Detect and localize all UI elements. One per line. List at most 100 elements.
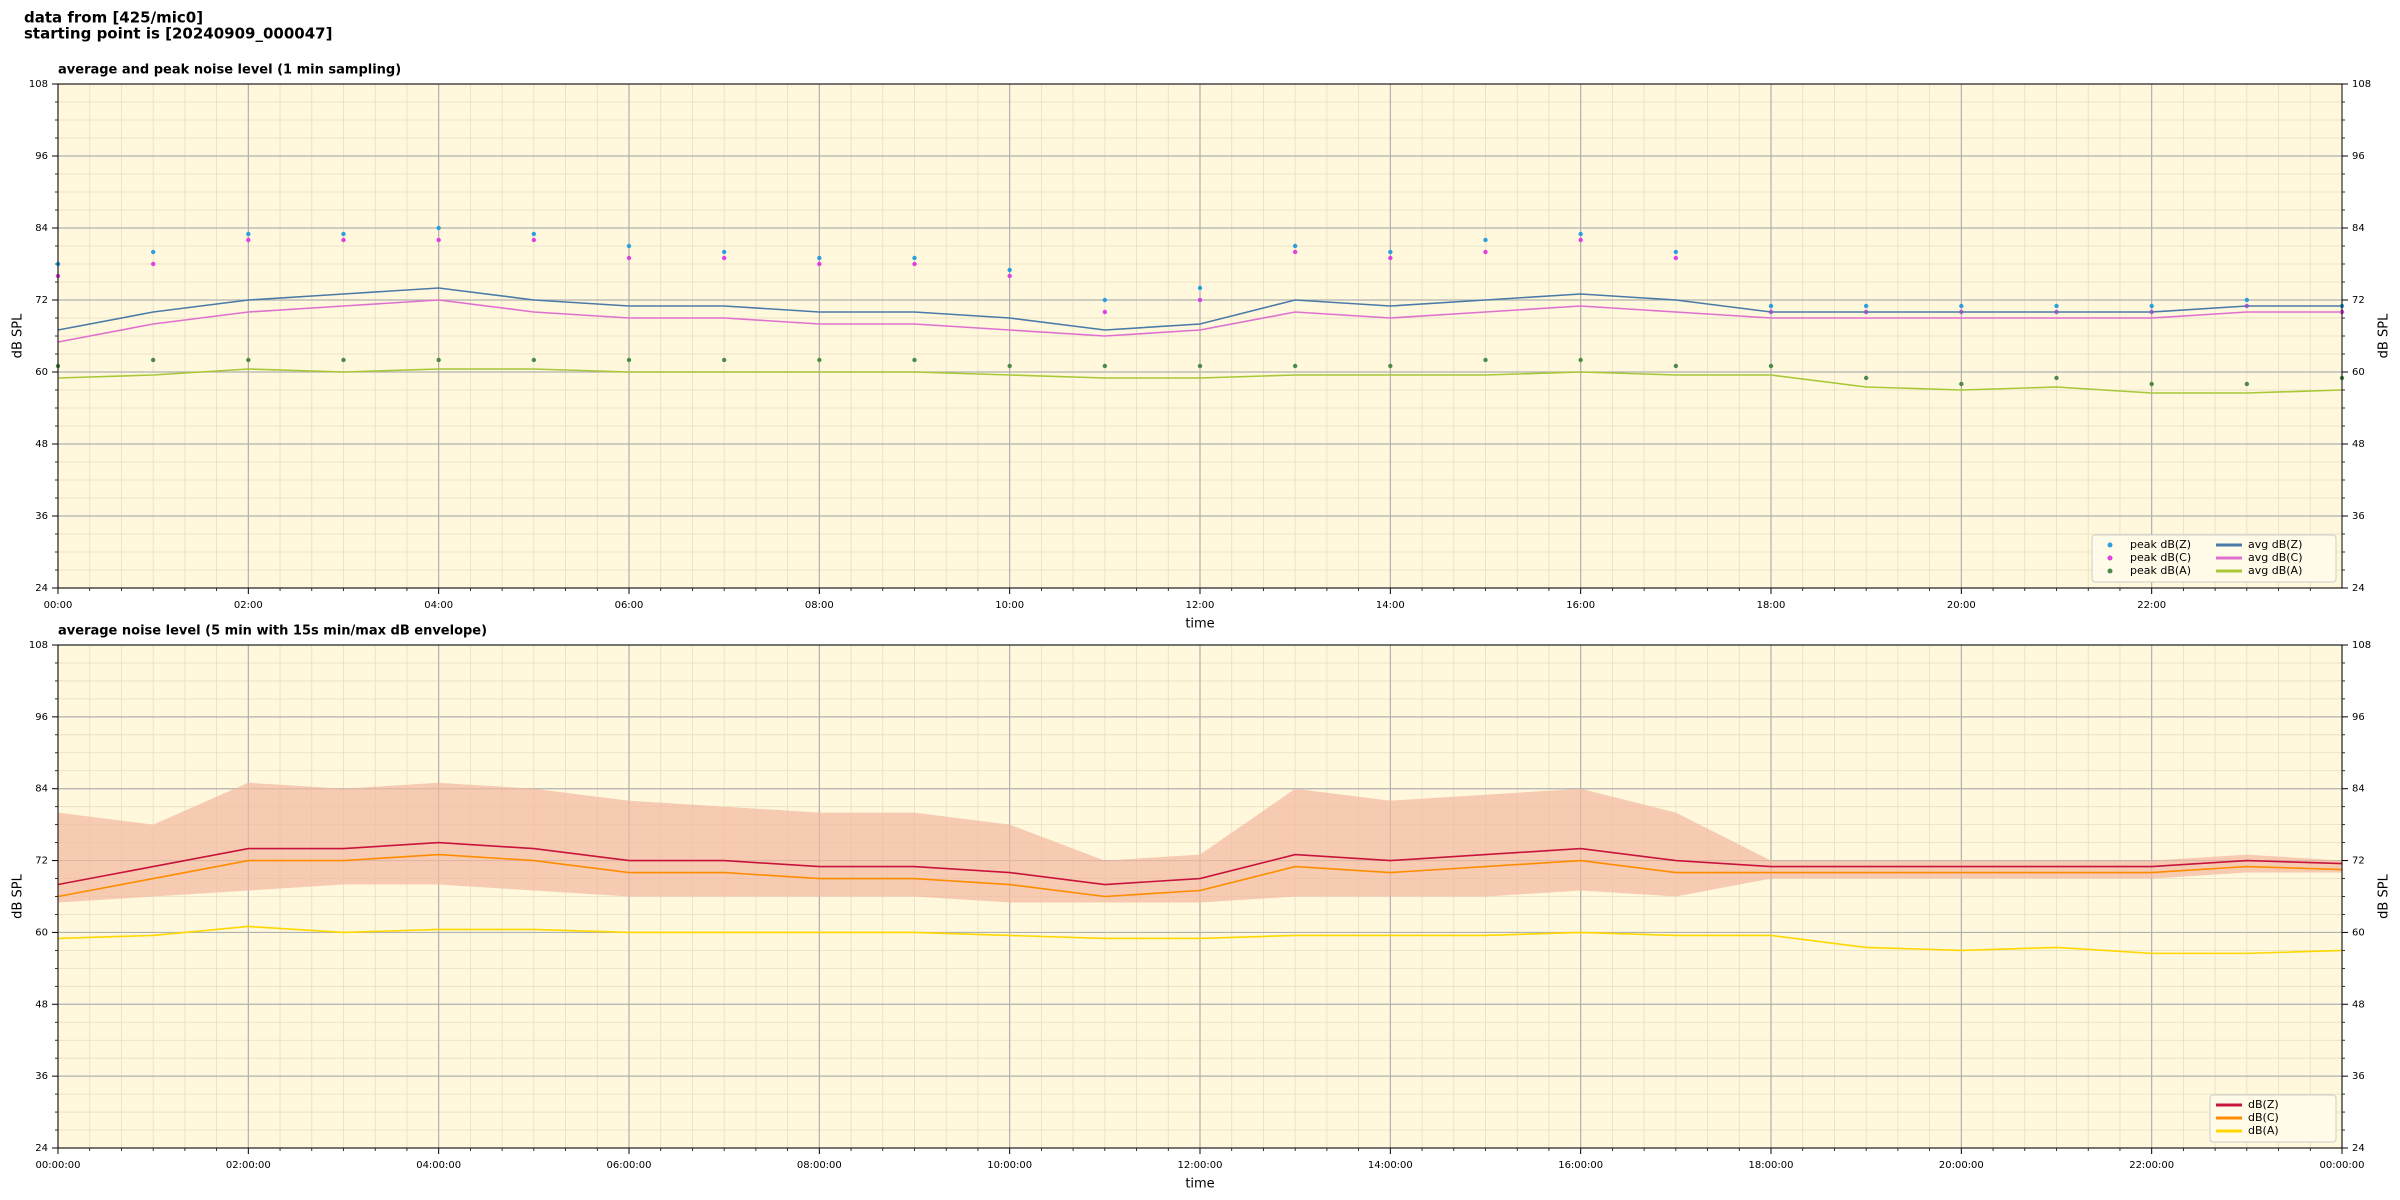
- y-tick-label: 60: [35, 927, 48, 938]
- y-tick-label: 36: [35, 1071, 48, 1082]
- peak-point: [1483, 237, 1488, 243]
- y-axis-label: dB SPL: [2377, 313, 2392, 358]
- peak-point: [1483, 357, 1488, 363]
- y-tick-label: 96: [35, 712, 48, 723]
- peak-point: [1292, 363, 1298, 369]
- header-line: starting point is [20240909_000047]: [24, 25, 332, 43]
- legend-box: [2091, 534, 2337, 583]
- peak-point: [1578, 237, 1583, 243]
- y-tick-label: 72: [35, 856, 48, 867]
- peak-point: [1768, 303, 1774, 309]
- x-tick-label: 22:00: [2137, 600, 2166, 611]
- peak-point: [246, 231, 251, 237]
- y-tick-label: 60: [35, 367, 48, 378]
- x-tick-label: 08:00:00: [797, 1160, 842, 1171]
- y-tick-label: 96: [35, 151, 48, 162]
- peak-point: [531, 231, 537, 237]
- y-tick-label: 48: [35, 439, 48, 450]
- y-tick-label: 108: [29, 79, 48, 90]
- chart-title: average and peak noise level (1 min samp…: [58, 63, 401, 78]
- y-tick-label: 48: [2352, 439, 2365, 450]
- y-tick-label: 60: [2352, 367, 2365, 378]
- peak-point: [1197, 297, 1203, 303]
- peak-point: [1102, 309, 1108, 315]
- y-tick-label: 24: [35, 583, 48, 594]
- peak-point: [912, 261, 917, 267]
- legend-label: avg dB(Z): [2248, 538, 2302, 551]
- peak-point: [1007, 273, 1012, 279]
- legend-marker: [2107, 555, 2113, 561]
- x-tick-label: 02:00:00: [226, 1160, 271, 1171]
- peak-point: [817, 261, 822, 267]
- y-tick-label: 84: [2352, 784, 2365, 795]
- legend-label: dB(C): [2248, 1111, 2279, 1124]
- peak-point: [1959, 303, 1964, 309]
- x-axis-label: time: [1185, 1177, 1214, 1192]
- legend-label: peak dB(A): [2130, 564, 2191, 577]
- y-tick-label: 24: [2352, 583, 2365, 594]
- y-tick-label: 36: [2352, 1071, 2365, 1082]
- peak-point: [1292, 249, 1298, 255]
- y-tick-label: 48: [2352, 999, 2365, 1010]
- peak-point: [246, 357, 251, 363]
- legend-label: avg dB(C): [2248, 551, 2303, 564]
- y-tick-label: 108: [2352, 79, 2371, 90]
- peak-point: [436, 225, 441, 231]
- peak-point: [1102, 363, 1108, 369]
- peak-point: [1007, 267, 1012, 273]
- peak-point: [1578, 231, 1583, 237]
- peak-point: [626, 357, 632, 363]
- y-tick-label: 72: [2352, 295, 2365, 306]
- peak-point: [1197, 285, 1203, 291]
- y-tick-label: 72: [35, 295, 48, 306]
- plot-frame: [57, 644, 2343, 1149]
- peak-point: [150, 261, 156, 267]
- header-line: data from [425/mic0]: [24, 9, 203, 27]
- series-line: [57, 299, 2342, 343]
- peak-point: [817, 357, 822, 363]
- series-line: [57, 853, 2343, 898]
- peak-point: [2149, 381, 2154, 387]
- x-axis-label: time: [1185, 617, 1214, 632]
- peak-point: [1197, 363, 1203, 369]
- y-tick-label: 72: [2352, 856, 2365, 867]
- peak-point: [1959, 381, 1964, 387]
- peak-point: [1388, 363, 1393, 369]
- plot-frame: [57, 83, 2343, 589]
- y-tick-label: 96: [2352, 712, 2365, 723]
- peak-point: [1388, 249, 1393, 255]
- peak-point: [531, 237, 537, 243]
- peak-point: [1768, 363, 1774, 369]
- peak-point: [341, 231, 346, 237]
- y-axis-label: dB SPL: [11, 313, 26, 358]
- legend-label: dB(Z): [2248, 1098, 2279, 1111]
- y-tick-label: 36: [2352, 511, 2365, 522]
- x-tick-label: 18:00:00: [1749, 1160, 1794, 1171]
- peak-point: [531, 357, 537, 363]
- peak-point: [912, 255, 917, 261]
- x-tick-label: 00:00:00: [36, 1160, 81, 1171]
- series-line: [57, 925, 2343, 955]
- peak-point: [912, 357, 917, 363]
- peak-point: [150, 249, 156, 255]
- peak-point: [1388, 255, 1393, 261]
- x-tick-label: 20:00:00: [1939, 1160, 1984, 1171]
- peak-point: [2054, 375, 2059, 381]
- y-tick-label: 108: [2352, 640, 2371, 651]
- x-tick-label: 18:00: [1757, 600, 1786, 611]
- peak-point: [2149, 303, 2154, 309]
- y-tick-label: 96: [2352, 151, 2365, 162]
- peak-point: [1007, 363, 1012, 369]
- peak-point: [150, 357, 156, 363]
- x-tick-label: 22:00:00: [2129, 1160, 2174, 1171]
- x-tick-label: 12:00:00: [1178, 1160, 1223, 1171]
- x-tick-label: 16:00:00: [1558, 1160, 1603, 1171]
- y-tick-label: 84: [2352, 223, 2365, 234]
- peak-point: [1863, 303, 1869, 309]
- legend-marker: [2107, 568, 2113, 574]
- x-tick-label: 04:00:00: [416, 1160, 461, 1171]
- peak-point: [721, 249, 727, 255]
- x-tick-label: 00:00:00: [2320, 1160, 2365, 1171]
